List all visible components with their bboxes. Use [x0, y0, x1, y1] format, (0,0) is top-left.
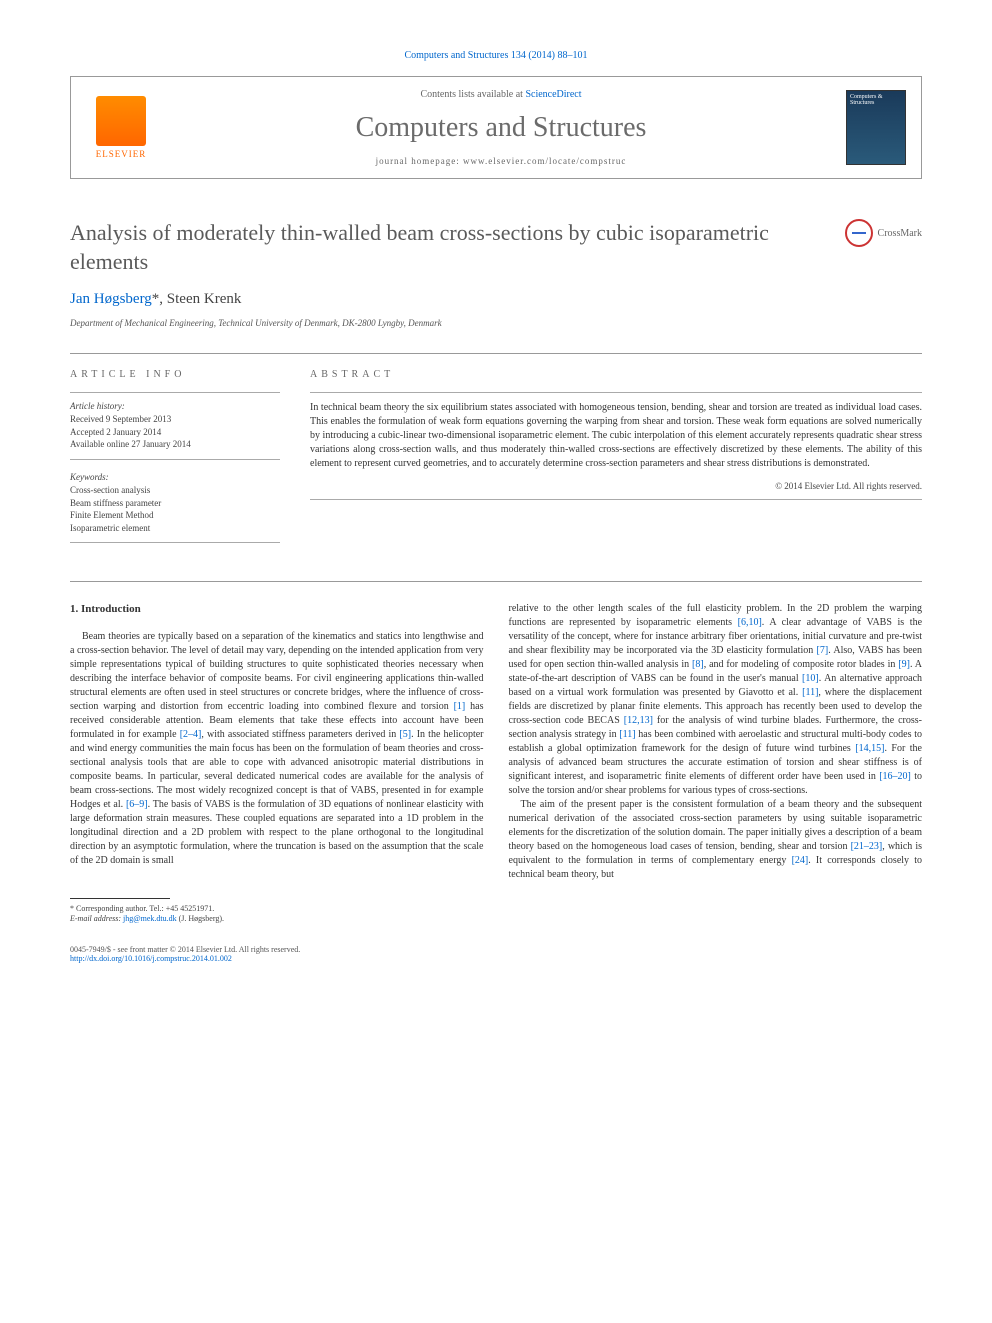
- ref-link[interactable]: [10]: [802, 673, 819, 684]
- keyword: Cross-section analysis: [70, 484, 280, 497]
- ref-link[interactable]: [11]: [802, 687, 818, 698]
- journal-name: Computers and Structures: [156, 112, 846, 144]
- homepage-url: www.elsevier.com/locate/compstruc: [463, 156, 626, 166]
- ref-link[interactable]: [6–9]: [126, 799, 148, 810]
- publisher-name: ELSEVIER: [96, 149, 147, 159]
- abstract-heading: ABSTRACT: [310, 369, 922, 380]
- ref-link[interactable]: [7]: [817, 645, 829, 656]
- sciencedirect-link[interactable]: ScienceDirect: [525, 89, 581, 100]
- author-sep: ,: [159, 291, 167, 307]
- body-paragraph: relative to the other length scales of t…: [509, 602, 923, 798]
- ref-link[interactable]: [2–4]: [180, 729, 202, 740]
- publisher-logo: ELSEVIER: [86, 96, 156, 159]
- received-date: Received 9 September 2013: [70, 413, 280, 426]
- keywords-label: Keywords:: [70, 472, 280, 482]
- email-note: E-mail address: jhg@mek.dtu.dk (J. Høgsb…: [70, 914, 484, 924]
- issn-line: 0045-7949/$ - see front matter © 2014 El…: [70, 945, 922, 954]
- abstract-copyright: © 2014 Elsevier Ltd. All rights reserved…: [310, 481, 922, 491]
- crossmark-label: CrossMark: [878, 228, 922, 239]
- doi-link[interactable]: http://dx.doi.org/10.1016/j.compstruc.20…: [70, 954, 232, 963]
- author-list: Jan Høgsberg*, Steen Krenk: [70, 291, 922, 308]
- divider-bottom: [70, 581, 922, 582]
- footnote-divider: [70, 898, 170, 899]
- contents-prefix: Contents lists available at: [420, 89, 525, 100]
- author-email-link[interactable]: jhg@mek.dtu.dk: [123, 914, 177, 923]
- keyword: Finite Element Method: [70, 509, 280, 522]
- corresponding-author-note: * Corresponding author. Tel.: +45 452519…: [70, 904, 484, 914]
- article-title: Analysis of moderately thin-walled beam …: [70, 219, 845, 276]
- journal-header: ELSEVIER Contents lists available at Sci…: [70, 76, 922, 179]
- article-info-heading: ARTICLE INFO: [70, 369, 280, 380]
- page-footer: 0045-7949/$ - see front matter © 2014 El…: [70, 945, 922, 963]
- ref-link[interactable]: [21–23]: [851, 841, 883, 852]
- ref-link[interactable]: [14,15]: [855, 743, 884, 754]
- ref-link[interactable]: [12,13]: [624, 715, 653, 726]
- journal-cover-thumb: Computers & Structures: [846, 90, 906, 165]
- body-column-right: relative to the other length scales of t…: [509, 602, 923, 924]
- author-2: Steen Krenk: [167, 291, 242, 307]
- ref-link[interactable]: [24]: [792, 855, 809, 866]
- keyword: Isoparametric element: [70, 522, 280, 535]
- article-info-box: ARTICLE INFO Article history: Received 9…: [70, 369, 280, 551]
- contents-available: Contents lists available at ScienceDirec…: [156, 89, 846, 100]
- author-1[interactable]: Jan Høgsberg: [70, 291, 152, 307]
- affiliation: Department of Mechanical Engineering, Te…: [70, 318, 922, 328]
- section-1-heading: 1. Introduction: [70, 602, 484, 617]
- ref-link[interactable]: [9]: [898, 659, 910, 670]
- history-label: Article history:: [70, 401, 280, 411]
- ref-link[interactable]: [8]: [692, 659, 704, 670]
- journal-reference: Computers and Structures 134 (2014) 88–1…: [70, 50, 922, 61]
- ref-link[interactable]: [1]: [454, 701, 466, 712]
- body-paragraph: The aim of the present paper is the cons…: [509, 798, 923, 882]
- body-paragraph: Beam theories are typically based on a s…: [70, 630, 484, 868]
- ref-link[interactable]: [5]: [399, 729, 411, 740]
- divider-top: [70, 353, 922, 354]
- ref-link[interactable]: [16–20]: [879, 771, 911, 782]
- abstract-box: ABSTRACT In technical beam theory the si…: [310, 369, 922, 551]
- crossmark-icon: [845, 219, 873, 247]
- body-column-left: 1. Introduction Beam theories are typica…: [70, 602, 484, 924]
- ref-link[interactable]: [6,10]: [738, 617, 762, 628]
- keyword: Beam stiffness parameter: [70, 497, 280, 510]
- accepted-date: Accepted 2 January 2014: [70, 426, 280, 439]
- journal-homepage: journal homepage: www.elsevier.com/locat…: [156, 156, 846, 166]
- abstract-text: In technical beam theory the six equilib…: [310, 401, 922, 471]
- ref-link[interactable]: [11]: [619, 729, 635, 740]
- homepage-label: journal homepage:: [376, 156, 463, 166]
- crossmark-badge[interactable]: CrossMark: [845, 219, 922, 247]
- elsevier-tree-icon: [96, 96, 146, 146]
- online-date: Available online 27 January 2014: [70, 438, 280, 451]
